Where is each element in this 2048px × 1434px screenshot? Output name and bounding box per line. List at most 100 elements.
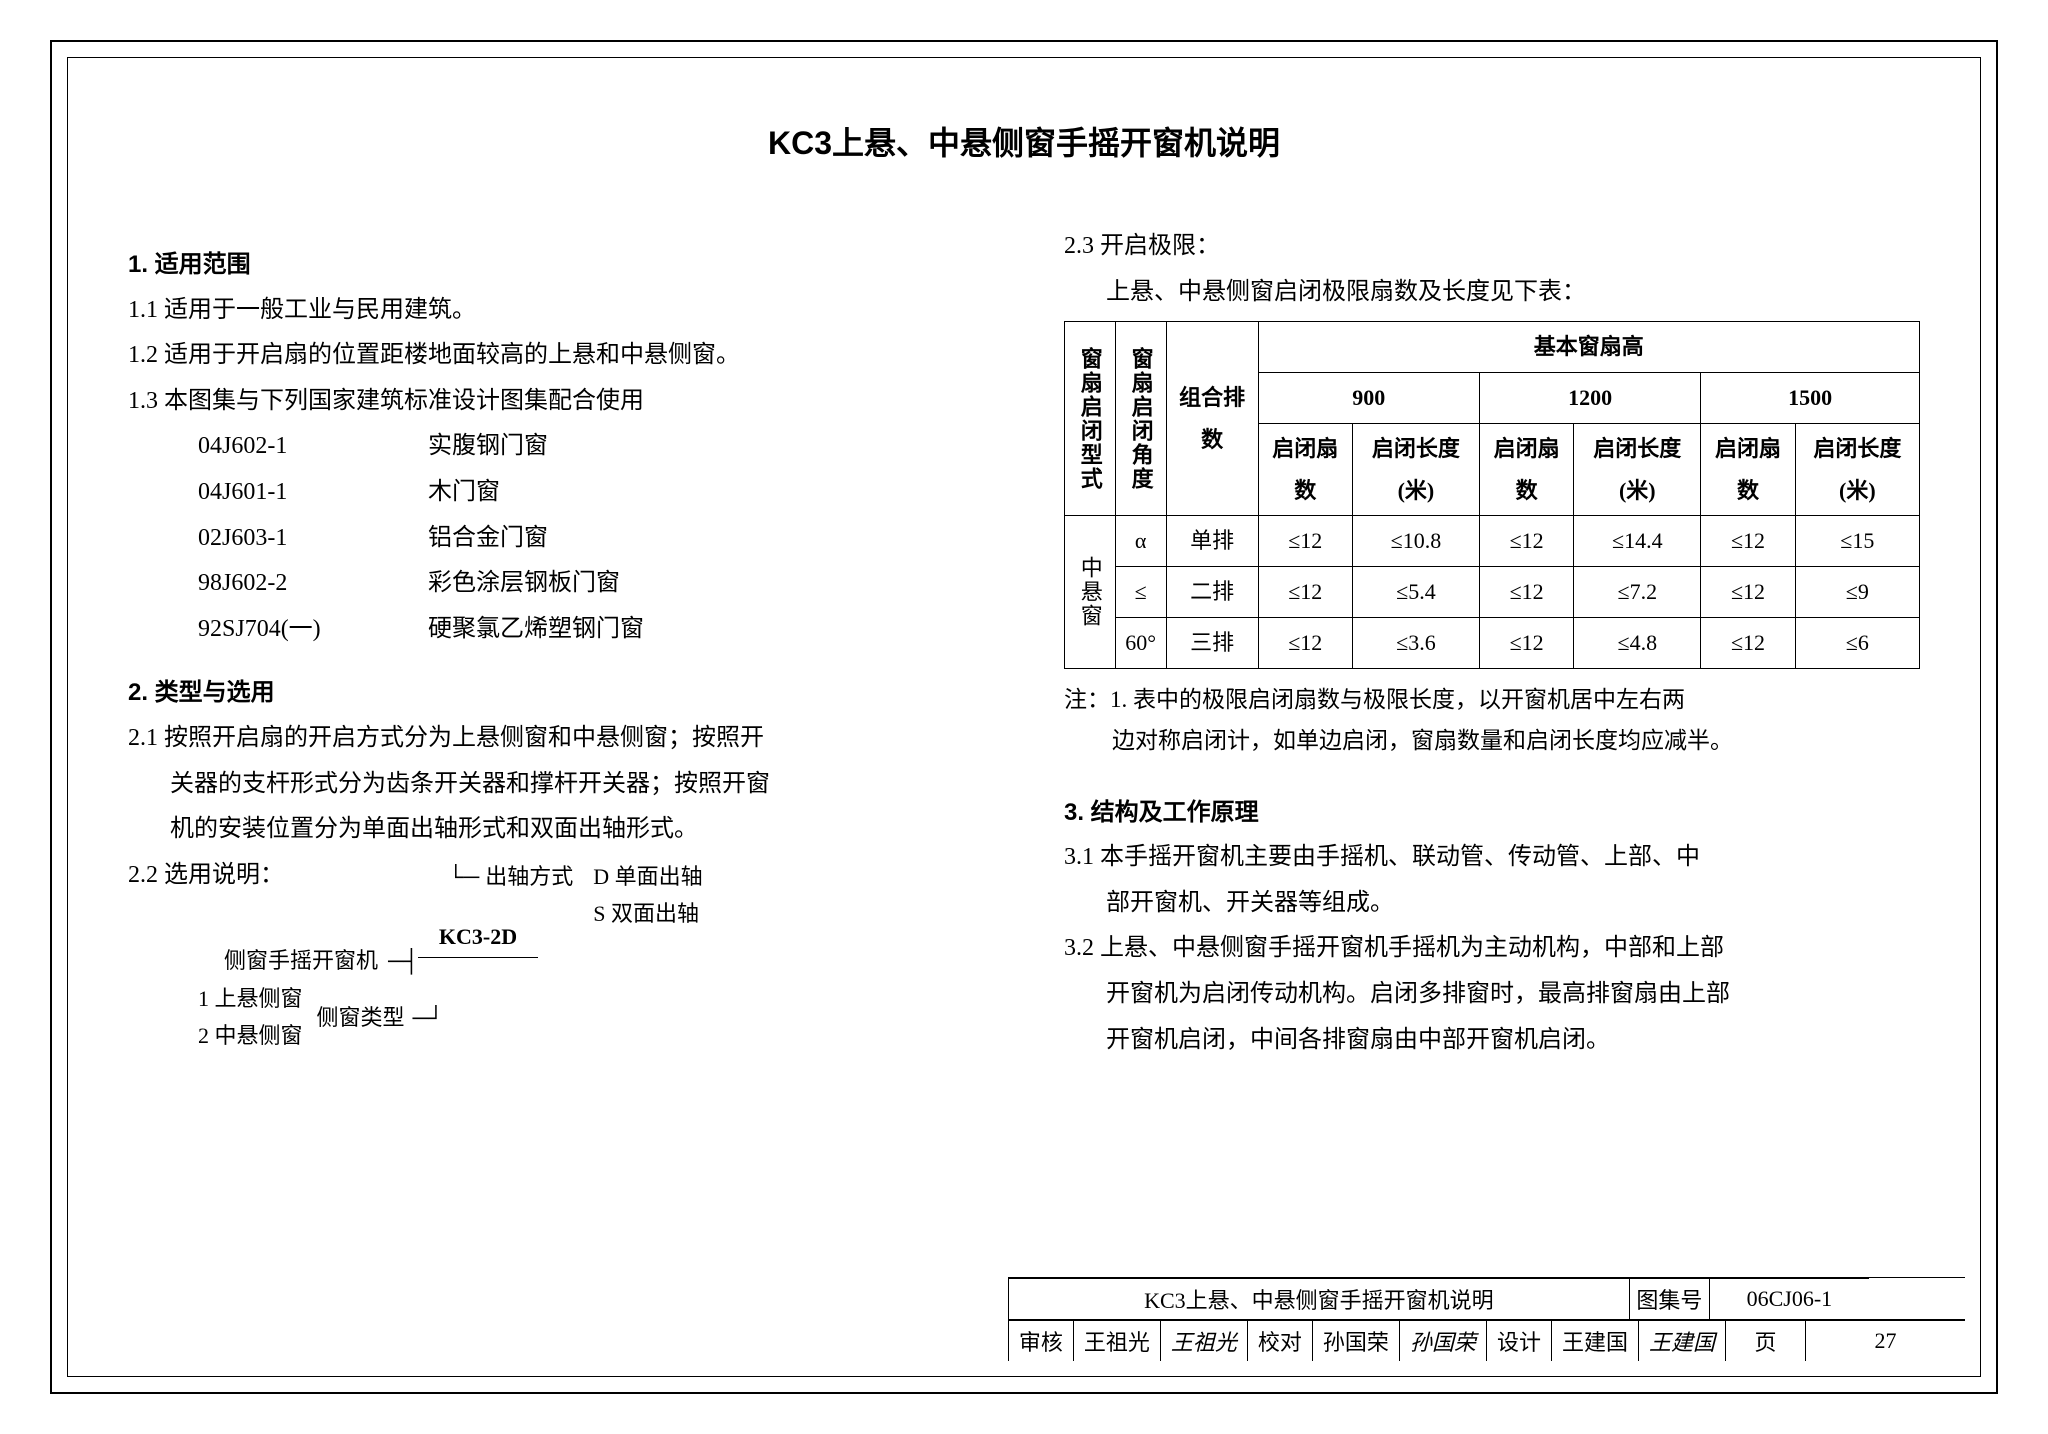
model-type-2: 2 中悬侧窗 [198, 1017, 303, 1054]
row-label-le: ≤ [1115, 567, 1166, 618]
footer-page-label: 页 [1725, 1320, 1805, 1361]
model-axis-label: └─出轴方式 [448, 858, 573, 933]
standard-name: 木门窗 [428, 470, 500, 516]
item-3-2c: 开窗机启闭，中间各排窗扇由中部开窗机启闭。 [1106, 1018, 1920, 1064]
standard-code: 04J602-1 [198, 424, 368, 470]
footer-album-code: 06CJ06-1 [1709, 1278, 1869, 1319]
footer-design-sig: 王建国 [1638, 1320, 1725, 1361]
table-note: 注：1. 表中的极限启闭扇数与极限长度，以开窗机居中左右两 边对称启闭计，如单边… [1064, 679, 1920, 762]
footer-album-label: 图集号 [1629, 1278, 1709, 1319]
th-sub-len: 启闭长度(米) [1795, 423, 1919, 516]
item-1-1: 1.1 适用于一般工业与民用建筑。 [128, 288, 984, 334]
item-1-2: 1.2 适用于开启扇的位置距楼地面较高的上悬和中悬侧窗。 [128, 333, 984, 379]
model-left-label: 侧窗手摇开窗机 [188, 942, 388, 979]
th-group-1500: 1500 [1701, 372, 1920, 423]
cell: ≤12 [1479, 516, 1573, 567]
standard-row: 04J602-1 实腹钢门窗 [198, 424, 984, 470]
row-name: 二排 [1166, 567, 1258, 618]
cell: ≤14.4 [1574, 516, 1701, 567]
item-2-3-heading: 2.3 开启极限： [1064, 224, 1920, 270]
cell: ≤12 [1258, 617, 1352, 668]
standard-name: 彩色涂层钢板门窗 [428, 561, 620, 607]
cell: ≤15 [1795, 516, 1919, 567]
th-type: 窗扇启闭型式 [1065, 322, 1116, 516]
model-axis-d: D 单面出轴 [593, 858, 702, 895]
note-label: 注： [1064, 687, 1110, 712]
left-column: 1. 适用范围 1.1 适用于一般工业与民用建筑。 1.2 适用于开启扇的位置距… [128, 224, 984, 1065]
item-2-1-line1: 2.1 按照开启扇的开启方式分为上悬侧窗和中悬侧窗；按照开 [128, 716, 984, 762]
item-2-1-line3: 机的安装位置分为单面出轴形式和双面出轴形式。 [170, 807, 984, 853]
footer-audit-label: 审核 [1009, 1320, 1073, 1361]
cell: ≤4.8 [1574, 617, 1701, 668]
cell: ≤10.8 [1352, 516, 1479, 567]
standard-row: 92SJ704(一) 硬聚氯乙烯塑钢门窗 [198, 607, 984, 653]
standard-name: 硬聚氯乙烯塑钢门窗 [428, 607, 644, 653]
cell: ≤9 [1795, 567, 1919, 618]
th-sub-len: 启闭长度(米) [1352, 423, 1479, 516]
standard-code: 02J603-1 [198, 516, 368, 562]
footer-audit-sig: 王祖光 [1160, 1320, 1247, 1361]
footer-title: KC3上悬、中悬侧窗手摇开窗机说明 [1009, 1278, 1629, 1319]
standard-name: 铝合金门窗 [428, 516, 548, 562]
footer-block: KC3上悬、中悬侧窗手摇开窗机说明 图集号 06CJ06-1 审核 王祖光 王祖… [1008, 1277, 1965, 1361]
th-sub-count: 启闭扇数 [1258, 423, 1352, 516]
page-title: KC3上悬、中悬侧窗手摇开窗机说明 [128, 118, 1920, 164]
model-axis-s: S 双面出轴 [593, 895, 702, 932]
footer-page-no: 27 [1805, 1320, 1965, 1361]
section-1-heading: 1. 适用范围 [128, 242, 984, 288]
item-3-1a: 3.1 本手摇开窗机主要由手摇机、联动管、传动管、上部、中 [1064, 835, 1920, 881]
item-3-1b: 部开窗机、开关器等组成。 [1106, 881, 1920, 927]
right-column: 2.3 开启极限： 上悬、中悬侧窗启闭极限扇数及长度见下表： 窗扇启闭型式 窗扇… [1064, 224, 1920, 1065]
row-label-alpha: α [1115, 516, 1166, 567]
standard-code: 04J601-1 [198, 470, 368, 516]
footer-check-sig: 孙国荣 [1399, 1320, 1486, 1361]
th-top: 基本窗扇高 [1258, 322, 1919, 373]
item-1-3: 1.3 本图集与下列国家建筑标准设计图集配合使用 [128, 379, 984, 425]
footer-design-name: 王建国 [1551, 1320, 1638, 1361]
cell: ≤12 [1258, 516, 1352, 567]
footer-design-label: 设计 [1486, 1320, 1551, 1361]
th-sub-count: 启闭扇数 [1479, 423, 1573, 516]
th-rows: 组合排数 [1166, 322, 1258, 516]
content-columns: 1. 适用范围 1.1 适用于一般工业与民用建筑。 1.2 适用于开启扇的位置距… [128, 224, 1920, 1065]
cell: ≤6 [1795, 617, 1919, 668]
th-angle: 窗扇启闭角度 [1115, 322, 1166, 516]
row-label-window: 中悬窗 [1065, 516, 1116, 668]
standard-row: 98J602-2 彩色涂层钢板门窗 [198, 561, 984, 607]
th-sub-len: 启闭长度(米) [1574, 423, 1701, 516]
standards-list: 04J602-1实腹钢门窗 04J601-1木门窗 02J603-1铝合金门窗 … [198, 424, 984, 652]
row-label-deg: 60° [1115, 617, 1166, 668]
footer-audit-name: 王祖光 [1073, 1320, 1160, 1361]
footer-check-label: 校对 [1247, 1320, 1312, 1361]
cell: ≤12 [1701, 516, 1795, 567]
th-group-1200: 1200 [1479, 372, 1700, 423]
standard-row: 04J601-1 木门窗 [198, 470, 984, 516]
standard-row: 02J603-1 铝合金门窗 [198, 516, 984, 562]
th-group-900: 900 [1258, 372, 1479, 423]
cell: ≤5.4 [1352, 567, 1479, 618]
cell: ≤12 [1258, 567, 1352, 618]
row-name: 单排 [1166, 516, 1258, 567]
cell: ≤12 [1479, 617, 1573, 668]
model-type-label: 侧窗类型 [317, 999, 405, 1036]
cell: ≤12 [1479, 567, 1573, 618]
standard-name: 实腹钢门窗 [428, 424, 548, 470]
item-3-2b: 开窗机为启闭传动机构。启闭多排窗时，最高排窗扇由上部 [1106, 972, 1920, 1018]
standard-code: 92SJ704(一) [198, 607, 368, 653]
model-type-1: 1 上悬侧窗 [198, 980, 303, 1017]
cell: ≤3.6 [1352, 617, 1479, 668]
cell: ≤7.2 [1574, 567, 1701, 618]
standard-code: 98J602-2 [198, 561, 368, 607]
th-sub-count: 启闭扇数 [1701, 423, 1795, 516]
item-2-3-intro: 上悬、中悬侧窗启闭极限扇数及长度见下表： [1106, 270, 1920, 316]
cell: ≤12 [1701, 567, 1795, 618]
section-3-heading: 3. 结构及工作原理 [1064, 790, 1920, 836]
section-2-heading: 2. 类型与选用 [128, 670, 984, 716]
note-1b: 边对称启闭计，如单边启闭，窗扇数量和启闭长度均应减半。 [1064, 720, 1920, 761]
limit-table: 窗扇启闭型式 窗扇启闭角度 组合排数 基本窗扇高 900 1200 1500 启… [1064, 321, 1920, 669]
row-name: 三排 [1166, 617, 1258, 668]
cell: ≤12 [1701, 617, 1795, 668]
footer-check-name: 孙国荣 [1312, 1320, 1399, 1361]
item-3-2a: 3.2 上悬、中悬侧窗手摇开窗机手摇机为主动机构，中部和上部 [1064, 926, 1920, 972]
model-diagram: KC3-2D └─出轴方式 D 单面出轴 S 双面出轴 侧窗手摇开窗机 ─┤ 1… [188, 918, 984, 1054]
